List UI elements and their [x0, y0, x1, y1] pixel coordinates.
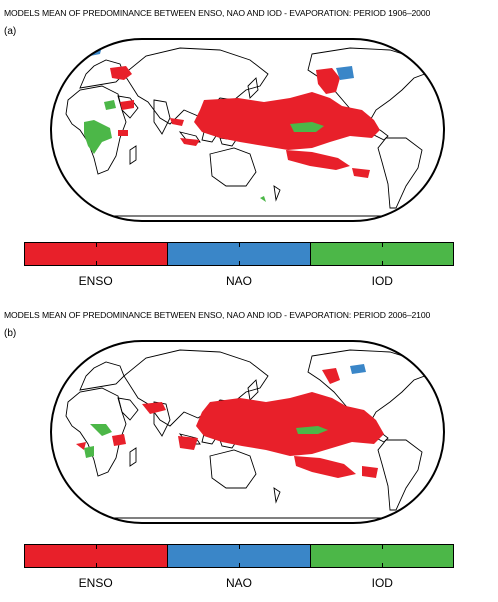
- legend-label-nao: NAO: [225, 274, 252, 288]
- legend-colorbar: [24, 544, 454, 568]
- legend-swatch-iod: [310, 243, 453, 265]
- predominance-map: [50, 340, 445, 524]
- predominance-map: [50, 38, 445, 222]
- enso-regions: [110, 66, 380, 178]
- map-svg: [50, 38, 445, 222]
- panel-letter: (a): [4, 26, 17, 37]
- legend-label-iod: IOD: [371, 576, 393, 590]
- panel-b: MODELS MEAN OF PREDOMINANCE BETWEEN ENSO…: [0, 302, 498, 602]
- legend-colorbar: [24, 242, 454, 266]
- legend-label-nao: NAO: [225, 576, 252, 590]
- panel-letter: (b): [4, 328, 17, 339]
- panel-a: MODELS MEAN OF PREDOMINANCE BETWEEN ENSO…: [0, 0, 498, 300]
- nao-regions: [350, 364, 366, 374]
- iod-regions: [84, 424, 328, 458]
- panel-title: MODELS MEAN OF PREDOMINANCE BETWEEN ENSO…: [4, 8, 431, 18]
- legend-label-enso: ENSO: [78, 576, 113, 590]
- enso-regions: [76, 368, 384, 478]
- legend-swatch-nao: [167, 545, 310, 567]
- map-frame: [50, 340, 445, 524]
- legend-label-iod: IOD: [371, 274, 393, 288]
- panel-title: MODELS MEAN OF PREDOMINANCE BETWEEN ENSO…: [4, 310, 431, 320]
- legend-swatch-enso: [25, 243, 167, 265]
- legend-swatch-iod: [310, 545, 453, 567]
- map-svg: [50, 340, 445, 524]
- legend-label-enso: ENSO: [78, 274, 113, 288]
- legend-labels: ENSO NAO IOD: [24, 576, 454, 590]
- iod-regions: [84, 100, 324, 202]
- map-frame: [50, 38, 445, 222]
- legend-labels: ENSO NAO IOD: [24, 274, 454, 288]
- legend-swatch-enso: [25, 545, 167, 567]
- legend-swatch-nao: [167, 243, 310, 265]
